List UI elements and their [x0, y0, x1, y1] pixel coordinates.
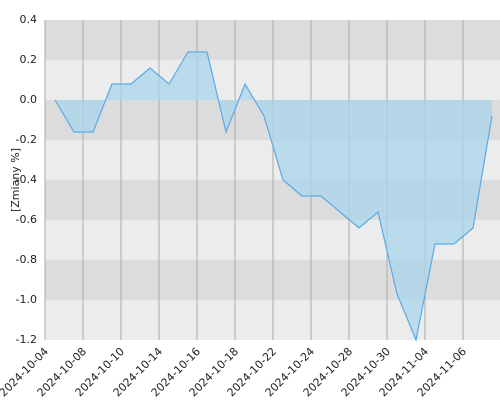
y-tick-label: -0.6: [16, 213, 37, 226]
line: [54, 51, 493, 343]
y-tick-label: -0.8: [16, 253, 37, 266]
area: [55, 52, 492, 340]
y-tick-label: -1.2: [16, 333, 37, 346]
y-tick-label: 0.2: [20, 53, 38, 66]
y-axis-label: [Zmiany %]: [9, 148, 22, 212]
y-tick-label: 0.0: [20, 93, 38, 106]
y-tick-label: -1.0: [16, 293, 37, 306]
y-tick-label: -0.2: [16, 133, 37, 146]
y-tick-label: 0.4: [20, 13, 38, 26]
y-tick-label: -0.4: [16, 173, 37, 186]
